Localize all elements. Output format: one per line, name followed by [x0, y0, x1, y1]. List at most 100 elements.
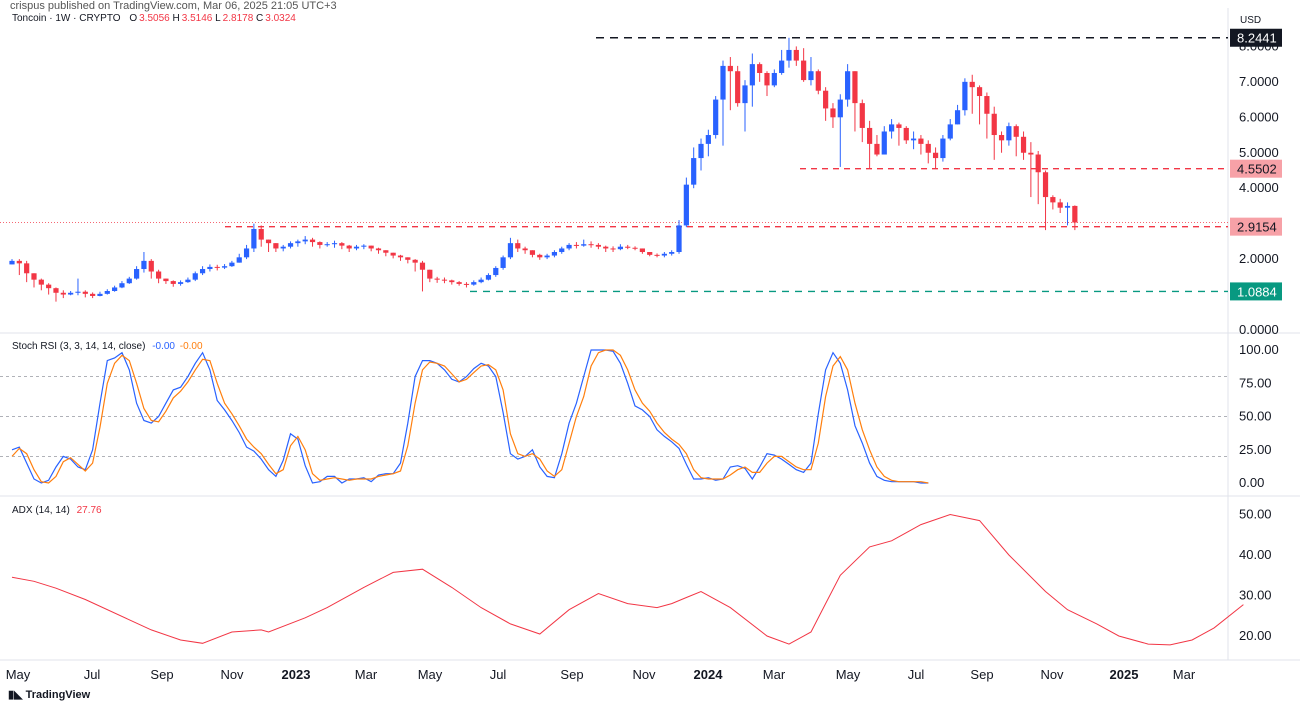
candle-body	[837, 99, 843, 118]
candle-body	[24, 263, 30, 274]
candle-body	[471, 282, 477, 285]
candle-body	[1028, 152, 1034, 155]
candle-body	[808, 71, 814, 81]
candle-body	[31, 273, 37, 280]
candle-body	[969, 81, 975, 88]
time-tick-label: Sep	[560, 667, 583, 682]
price-level-tag	[1230, 28, 1282, 47]
tradingview-watermark: ▮◣ TradingView	[8, 689, 91, 701]
symbol-title: Toncoin · 1W · CRYPTO	[12, 13, 121, 24]
time-tick-label: Sep	[150, 667, 173, 682]
candle-body	[881, 131, 887, 155]
adx-legend: ADX (14, 14) 27.76	[12, 505, 102, 516]
price-tick-label: 4.0000	[1239, 180, 1279, 195]
candle-body	[1035, 154, 1041, 173]
candle-body	[134, 269, 140, 279]
candle-body	[874, 143, 880, 155]
candle-body	[617, 246, 623, 250]
candle-body	[515, 243, 521, 249]
candle-body	[383, 250, 389, 253]
candle-body	[148, 260, 154, 272]
candle-body	[647, 252, 653, 255]
adx-title: ADX (14, 14)	[12, 505, 70, 516]
candle-body	[46, 284, 52, 289]
candle-body	[910, 138, 917, 141]
candle-body	[566, 244, 572, 249]
candle-body	[925, 143, 931, 153]
candle-body	[251, 228, 257, 249]
candle-body	[1042, 172, 1049, 198]
candle-body	[273, 243, 279, 249]
candle-body	[581, 244, 587, 246]
time-tick-label: Nov	[1040, 667, 1064, 682]
stoch-k-line	[11, 349, 929, 484]
candle-body	[940, 138, 946, 159]
stoch-d-line	[11, 349, 929, 484]
ohlc-close-label: C	[256, 13, 264, 24]
candle-body	[214, 266, 220, 268]
time-tick-label: Mar	[1173, 667, 1196, 682]
candle-body	[735, 71, 741, 104]
price-tick-label: 0.0000	[1239, 322, 1279, 337]
candle-body	[119, 283, 125, 288]
ohlc-low-value: 2.8178	[222, 13, 254, 24]
candle-body	[991, 113, 997, 136]
tradingview-logo-icon: ▮◣	[8, 689, 23, 701]
candle-body	[170, 281, 176, 284]
time-tick-label: Mar	[763, 667, 786, 682]
stoch-d-value: -0.00	[179, 341, 203, 352]
candle-body	[90, 293, 96, 296]
price-tick-label: 7.0000	[1239, 74, 1279, 89]
candle-body	[412, 259, 418, 263]
candle-body	[698, 143, 704, 159]
price-level-tag	[1230, 282, 1282, 301]
candle-body	[845, 71, 851, 100]
ohlc-open-value: 3.5056	[139, 13, 170, 24]
ohlc-open-label: O	[129, 13, 138, 24]
adx-tick-label: 30.00	[1239, 588, 1272, 603]
candle-body	[339, 243, 345, 246]
price-level-label: 2.9154	[1237, 220, 1277, 235]
stoch-tick-label: 50.00	[1239, 409, 1272, 424]
candle-body	[68, 292, 74, 295]
candle-body	[427, 269, 433, 279]
candle-body	[456, 282, 462, 284]
candle-body	[749, 64, 755, 86]
candle-body	[691, 158, 697, 185]
candle-body	[742, 85, 748, 104]
time-tick-label: May	[418, 667, 443, 682]
candle-body	[265, 239, 272, 244]
candle-body	[97, 293, 103, 296]
ohlc-high-value: 3.5146	[181, 13, 213, 24]
stoch-tick-label: 25.00	[1239, 442, 1272, 457]
candle-body	[434, 278, 440, 280]
candle-body	[947, 124, 953, 139]
candle-body	[405, 257, 411, 260]
candle-body	[610, 248, 616, 250]
stoch-tick-label: 0.00	[1239, 475, 1264, 490]
ohlc-low-label: L	[215, 13, 221, 24]
candle-body	[177, 282, 184, 284]
stoch-tick-label: 100.00	[1239, 342, 1279, 357]
candle-body	[529, 250, 536, 255]
time-tick-label: Mar	[355, 667, 378, 682]
time-tick-label: May	[836, 667, 861, 682]
candle-body	[896, 124, 902, 128]
candle-body	[1072, 205, 1078, 223]
candle-body	[793, 49, 799, 61]
candle-body	[932, 152, 939, 159]
candle-body	[786, 49, 792, 61]
candle-body	[815, 71, 821, 91]
candle-body	[75, 291, 81, 293]
candle-body	[243, 248, 250, 258]
candle-body	[998, 135, 1005, 141]
candle-body	[192, 273, 198, 280]
currency-label: USD	[1240, 15, 1261, 26]
candle-body	[801, 60, 807, 81]
candle-body	[984, 96, 990, 114]
price-level-tag	[1230, 159, 1282, 178]
candle-body	[287, 243, 294, 247]
price-level-label: 8.2441	[1237, 31, 1277, 46]
time-tick-label: Jul	[908, 667, 925, 682]
